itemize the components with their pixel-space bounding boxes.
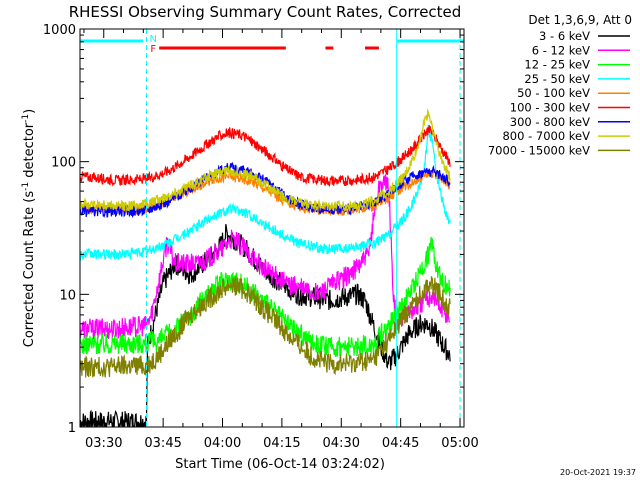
- plot-frame: [79, 28, 465, 428]
- series-line-3: [80, 124, 451, 261]
- x-tick-label: 03:30: [85, 436, 122, 451]
- y-axis: 1 10 100 1000: [43, 23, 464, 436]
- observing-markers: NF: [80, 29, 464, 427]
- x-tick-label: 03:45: [144, 436, 181, 451]
- y-tick-label: 10: [59, 288, 76, 303]
- y-tick-label: 1: [68, 421, 76, 436]
- legend-label: 25 - 50 keV: [524, 72, 590, 86]
- series-line-2: [80, 236, 451, 357]
- series-line-7: [80, 108, 451, 212]
- legend-label: 800 - 7000 keV: [502, 129, 590, 143]
- legend-label: 6 - 12 keV: [532, 43, 590, 57]
- legend-label: 7000 - 15000 keV: [488, 143, 590, 157]
- timestamp: 20-Oct-2021 19:37: [560, 468, 636, 477]
- x-tick-label: 04:30: [323, 436, 360, 451]
- legend-label: 100 - 300 keV: [510, 101, 590, 115]
- series-line-5: [80, 124, 451, 188]
- chart-title: RHESSI Observing Summary Count Rates, Co…: [69, 3, 462, 21]
- legend-label: 3 - 6 keV: [539, 29, 590, 43]
- plot-series-area: [80, 108, 451, 427]
- y-axis-label: Corrected Count Rate (s-1 detector-1): [21, 109, 37, 347]
- x-tick-label: 04:15: [263, 436, 300, 451]
- x-axis-label: Start Time (06-Oct-14 03:24:02): [175, 457, 385, 472]
- series-group: [80, 108, 451, 427]
- x-tick-label: 04:00: [204, 436, 241, 451]
- x-tick-label: 05:00: [441, 436, 478, 451]
- series-line-8: [80, 275, 451, 378]
- x-axis: 03:30 03:45 04:00 04:15 04:30 04:45 05:00: [83, 29, 479, 451]
- night-label: N: [149, 34, 156, 45]
- legend-label: 50 - 100 keV: [517, 86, 590, 100]
- x-tick-label: 04:45: [382, 436, 419, 451]
- flare-label: F: [150, 44, 156, 55]
- legend-label: 12 - 25 keV: [524, 58, 590, 72]
- legend-title: Det 1,3,6,9, Att 0: [528, 13, 632, 27]
- legend-label: 300 - 800 keV: [510, 115, 590, 129]
- y-tick-label: 100: [51, 156, 76, 171]
- y-tick-label: 1000: [43, 23, 76, 38]
